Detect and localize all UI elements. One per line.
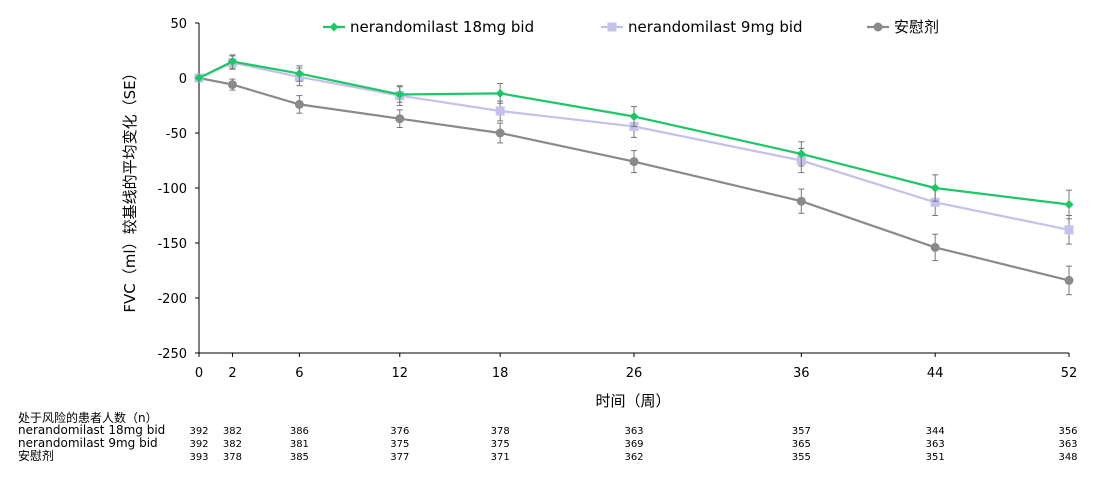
y-axis-title: FVC（ml）较基线的平均变化（SE） [121,65,139,312]
risk-count: 363 [1058,439,1078,450]
data-point [395,114,405,124]
risk-count: 392 [189,426,209,437]
risk-count: 363 [624,426,644,437]
risk-count: 371 [490,452,510,463]
data-point [294,69,304,79]
legend-swatch-marker [329,22,339,32]
risk-row-label: nerandomilast 18mg bid [18,423,166,437]
data-point [495,128,505,138]
risk-count: 375 [390,439,410,450]
risk-count: 344 [925,426,945,437]
x-tick-label: 18 [492,366,509,381]
risk-count: 376 [390,426,410,437]
x-tick-label: 6 [295,366,303,381]
data-point [1064,275,1074,285]
risk-count: 363 [925,439,945,450]
y-tick-label: 50 [170,17,187,32]
data-point [495,106,505,116]
legend-label: nerandomilast 9mg bid [628,18,803,36]
legend-item: nerandomilast 9mg bid [601,18,803,36]
legend-label: nerandomilast 18mg bid [350,18,534,36]
risk-count: 377 [390,452,410,463]
risk-count: 381 [289,439,309,450]
data-point [930,242,940,252]
series-layer [194,54,1074,296]
risk-count: 378 [490,426,510,437]
risk-row-label: nerandomilast 9mg bid [18,436,158,450]
data-point [629,157,639,167]
risk-count: 356 [1058,426,1078,437]
risk-count: 355 [791,452,811,463]
risk-count: 369 [624,439,644,450]
legend: nerandomilast 18mg bid nerandomilast 9mg … [323,18,939,36]
x-axis-title: 时间（周） [595,392,670,410]
y-tick-label: -100 [157,182,187,197]
data-point [930,183,940,193]
data-point [227,80,237,90]
x-tick-label: 2 [228,366,236,381]
risk-count: 392 [189,439,209,450]
data-point [796,196,806,206]
data-point [294,99,304,109]
legend-item: 安慰剂 [867,18,939,36]
x-tick-label: 0 [195,366,203,381]
legend-swatch-marker [873,22,883,32]
y-tick-label: -50 [166,127,187,142]
data-point [930,197,940,207]
y-tick-label: -200 [157,292,187,307]
risk-count: 382 [222,439,242,450]
data-point [395,90,405,99]
risk-count: 348 [1058,452,1078,463]
x-tick-label: 44 [927,366,944,381]
x-tick-label: 52 [1061,366,1078,381]
data-point [629,112,639,121]
data-point [1064,200,1074,209]
data-point [796,149,806,159]
x-tick-label: 26 [626,366,643,381]
y-tick-label: -250 [157,347,187,362]
legend-label: 安慰剂 [894,18,939,36]
series-nerandomilast-18mg-bid [194,54,1074,220]
series-安慰剂 [194,73,1074,296]
risk-count: 375 [490,439,510,450]
risk-count: 365 [791,439,811,450]
data-point [194,73,204,83]
risk-count: 386 [289,426,309,437]
legend-swatch-marker [607,22,617,32]
risk-count: 357 [791,426,811,437]
data-point [227,57,237,66]
y-tick-label: -150 [157,237,187,252]
legend-item: nerandomilast 18mg bid [323,18,534,36]
risk-count: 385 [289,452,309,463]
risk-count: 351 [925,452,945,463]
x-tick-label: 36 [793,366,810,381]
data-point [1064,225,1074,235]
risk-row-label: 安慰剂 [18,449,55,463]
risk-count: 393 [189,452,209,463]
risk-count: 378 [222,452,242,463]
risk-table-title: 处于风险的患者人数（n） [18,411,158,425]
data-point [495,88,505,98]
series-nerandomilast-9mg-bid [194,55,1074,245]
y-tick-label: 0 [179,72,187,87]
risk-count: 362 [624,452,644,463]
x-tick-label: 12 [391,366,408,381]
risk-count: 382 [222,426,242,437]
